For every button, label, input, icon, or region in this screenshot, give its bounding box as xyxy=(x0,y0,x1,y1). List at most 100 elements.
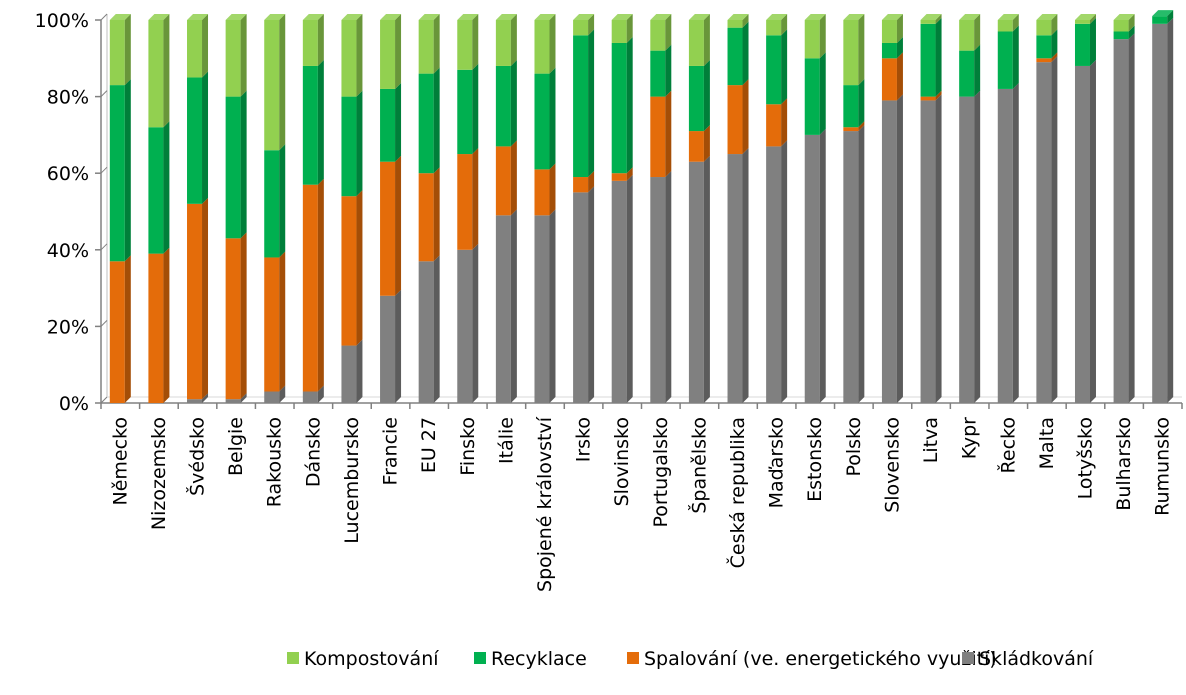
bar-segment-side xyxy=(1051,56,1058,403)
x-category-label: Dánsko xyxy=(302,417,324,487)
bar-segment-side xyxy=(1128,14,1135,32)
bar-stack xyxy=(766,14,788,403)
bar-segment-side xyxy=(665,14,672,51)
bar-segment xyxy=(1113,39,1129,404)
bar-top xyxy=(109,14,131,20)
bar-segment-side xyxy=(202,197,209,400)
bar-segment-side xyxy=(703,14,710,66)
legend-swatch xyxy=(287,652,299,664)
bar-segment xyxy=(650,20,666,51)
bar-stack xyxy=(920,14,942,404)
bar-segment-side xyxy=(124,255,131,403)
bar-segment xyxy=(766,104,782,147)
y-tick-label: 80% xyxy=(47,87,89,109)
bar-segment-side xyxy=(317,385,324,403)
x-category-label: Slovinsko xyxy=(611,417,633,506)
bar-stack xyxy=(881,14,903,404)
bar-top xyxy=(573,14,595,20)
bar-segment xyxy=(573,177,589,193)
bar-segment xyxy=(380,88,396,162)
bar-segment xyxy=(727,27,743,86)
bar-segment xyxy=(187,20,203,78)
bar-segment-side xyxy=(1051,29,1058,59)
bar-segment-side xyxy=(819,14,826,59)
x-category-label: Německo xyxy=(109,417,131,506)
bar-segment-side xyxy=(665,171,672,403)
x-category-label: Španělsko xyxy=(686,417,710,514)
x-category-label: Itálie xyxy=(495,417,517,464)
bar-segment-side xyxy=(1012,14,1019,32)
bar-segment-side xyxy=(472,243,479,403)
bar-segment-side xyxy=(858,125,865,403)
bar-stack xyxy=(264,14,286,403)
y-tick-label: 60% xyxy=(47,163,89,185)
bar-stack xyxy=(109,14,131,403)
bar-top xyxy=(959,14,981,20)
bar-segment-side xyxy=(240,14,247,97)
bar-segment-side xyxy=(665,90,672,178)
y-tick-label: 100% xyxy=(35,10,89,32)
bar-segment xyxy=(804,58,820,135)
bar-segment-side xyxy=(974,44,981,97)
bar-segment xyxy=(380,295,396,403)
bar-segment xyxy=(1036,62,1052,403)
x-category-label: Nizozemsko xyxy=(148,417,170,530)
legend-label: Skládkování xyxy=(979,648,1094,670)
bar-segment xyxy=(920,23,936,97)
bar-segment-side xyxy=(549,14,556,74)
bar-stack xyxy=(1152,10,1174,404)
bar-segment xyxy=(727,154,743,403)
bar-top xyxy=(457,14,479,20)
bar-segment xyxy=(187,77,203,204)
bar-segment-side xyxy=(356,339,363,403)
bar-stack xyxy=(573,14,595,403)
bar-segment xyxy=(225,238,241,400)
bar-segment xyxy=(1036,35,1052,59)
x-category-label: Belgie xyxy=(225,417,247,476)
bar-segment xyxy=(341,96,357,197)
bar-segment xyxy=(650,177,666,403)
bar-segment-side xyxy=(1089,14,1096,24)
bar-segment xyxy=(148,127,164,254)
bar-segment-side xyxy=(896,52,903,101)
bar-segment-side xyxy=(510,140,517,216)
bar-segment-side xyxy=(433,167,440,262)
x-category-label: Lucembursko xyxy=(341,417,363,544)
bar-stack xyxy=(380,14,402,403)
bar-segment-side xyxy=(588,29,595,178)
legend-label: Spalování (ve. energetického využití) xyxy=(644,648,997,670)
bar-segment xyxy=(341,345,357,403)
bar-segment xyxy=(187,399,203,403)
bar-stack xyxy=(187,14,209,403)
bar-segment xyxy=(843,20,859,86)
bar-segment xyxy=(920,96,936,101)
x-category-label: Litva xyxy=(920,417,942,463)
bar-segment-side xyxy=(819,52,826,135)
bar-stack xyxy=(457,14,479,403)
bar-segment-side xyxy=(356,90,363,197)
bar-top xyxy=(1036,14,1058,20)
x-category-label: EU 27 xyxy=(418,417,440,473)
bar-segment xyxy=(804,134,820,403)
bar-top xyxy=(997,14,1019,20)
bar-segment xyxy=(148,20,164,128)
bar-segment xyxy=(1113,20,1129,32)
bar-segment-side xyxy=(472,14,479,70)
bar-stack xyxy=(997,14,1019,403)
bar-segment-side xyxy=(819,128,826,403)
bar-segment xyxy=(920,20,936,24)
x-category-label: Portugalsko xyxy=(650,417,672,528)
bar-top xyxy=(688,14,710,20)
bar-segment-side xyxy=(510,14,517,66)
bar-segment-side xyxy=(974,90,981,403)
bar-top xyxy=(225,14,247,20)
bar-segment-side xyxy=(240,232,247,400)
x-category-label: Finsko xyxy=(457,417,479,476)
bar-segment xyxy=(380,20,396,89)
bar-segment xyxy=(1036,20,1052,36)
bar-segment xyxy=(225,399,241,403)
bar-segment-side xyxy=(279,14,286,151)
bar-stack xyxy=(804,14,826,403)
x-category-label: Řecko xyxy=(996,417,1019,473)
